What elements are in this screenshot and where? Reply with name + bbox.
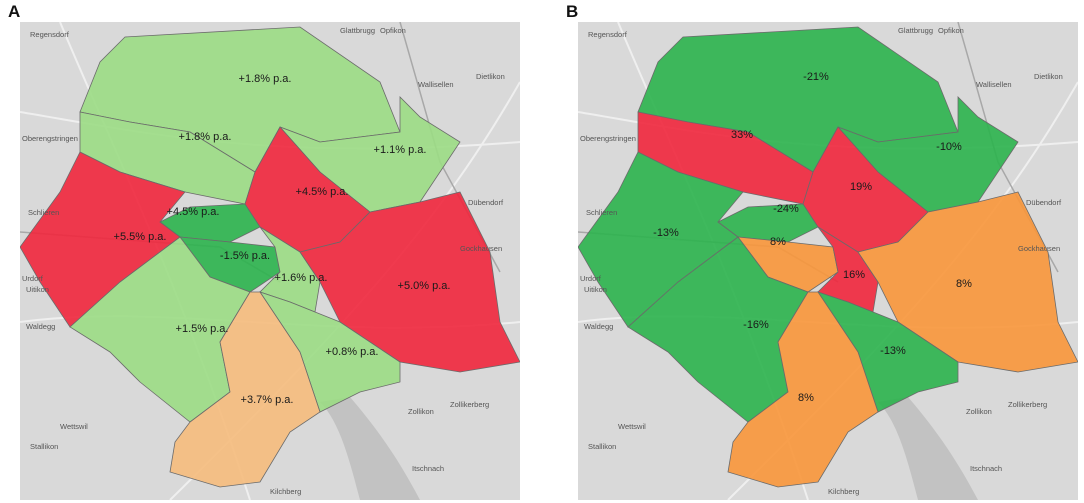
map-panel-a: A [0, 0, 520, 503]
place-label: Zollikerberg [450, 400, 490, 409]
regions [578, 26, 1078, 488]
place-label: Zollikon [966, 407, 992, 416]
place-label: Wettswil [618, 422, 646, 431]
district-label: -21% [803, 71, 829, 83]
district-label: 16% [842, 269, 866, 281]
map-frame: Regensdorf Glattbrugg Opfikon Walliselle… [20, 22, 520, 500]
place-label: Zollikerberg [1008, 400, 1048, 409]
district-label: +1.1% p.a. [373, 144, 427, 156]
place-label: Wallisellen [976, 80, 1012, 89]
panel-letter: B [566, 2, 579, 21]
district-altstetten [578, 151, 744, 328]
place-label: Itschnach [970, 464, 1003, 473]
place-label: Regensdorf [30, 30, 69, 39]
place-label: Wettswil [60, 422, 88, 431]
place-label: Waldegg [584, 322, 614, 331]
district-label: 8% [770, 236, 786, 248]
place-label: Schlieren [28, 208, 60, 217]
district-label: +1.6% p.a. [274, 272, 328, 284]
place-label: Dietlikon [1034, 72, 1063, 81]
district-enge [169, 291, 321, 488]
place-label: Stallikon [30, 442, 59, 451]
district-enge [727, 291, 879, 488]
place-label: Waldegg [26, 322, 56, 331]
district-altstetten [20, 151, 186, 328]
place-label: Dübendorf [1026, 198, 1062, 207]
place-label: Regensdorf [588, 30, 627, 39]
place-label: Schlieren [586, 208, 618, 217]
place-label: Gockhausen [1018, 244, 1061, 253]
district-label: +4.5% p.a. [166, 206, 220, 218]
district-label: -24% [773, 203, 799, 215]
place-label: Gockhausen [460, 244, 503, 253]
place-label: Kilchberg [828, 487, 860, 496]
district-label: -13% [880, 345, 906, 357]
district-label: +5.5% p.a. [113, 231, 167, 243]
district-label: 33% [730, 129, 754, 141]
place-label: Opfikon [380, 26, 406, 35]
map-canvas [20, 22, 520, 500]
place-label: Uitikon [26, 285, 49, 294]
district-label: +3.7% p.a. [240, 394, 294, 406]
district-label: +1.8% p.a. [238, 73, 292, 85]
panel-letter: A [8, 2, 21, 21]
district-label: -10% [936, 141, 962, 153]
district-label: +1.8% p.a. [178, 131, 232, 143]
place-label: Itschnach [412, 464, 445, 473]
place-label: Dietlikon [476, 72, 505, 81]
place-label: Glattbrugg [898, 26, 934, 35]
district-label: +5.0% p.a. [397, 280, 451, 292]
district-label: +0.8% p.a. [325, 346, 379, 358]
place-label: Dübendorf [468, 198, 504, 207]
place-label: Wallisellen [418, 80, 454, 89]
place-label: Oberengstringen [580, 134, 636, 143]
place-label: Opfikon [938, 26, 964, 35]
place-label: Oberengstringen [22, 134, 78, 143]
place-label: Stallikon [588, 442, 617, 451]
regions [20, 26, 520, 488]
district-label: -16% [743, 319, 769, 331]
district-label: -1.5% p.a. [219, 250, 271, 262]
place-label: Urdorf [22, 274, 43, 283]
place-label: Kilchberg [270, 487, 302, 496]
map-canvas [578, 22, 1078, 500]
district-label: +1.5% p.a. [175, 323, 229, 335]
district-label: 19% [849, 181, 873, 193]
district-label: 8% [798, 392, 814, 404]
place-label: Uitikon [584, 285, 607, 294]
place-label: Glattbrugg [340, 26, 376, 35]
map-panel-b: B [558, 0, 1078, 503]
map-frame: Regensdorf Glattbrugg Opfikon Walliselle… [578, 22, 1078, 500]
place-label: Urdorf [580, 274, 601, 283]
district-label: -13% [653, 227, 679, 239]
place-label: Zollikon [408, 407, 434, 416]
district-label: +4.5% p.a. [295, 186, 349, 198]
district-label: 8% [956, 278, 972, 290]
